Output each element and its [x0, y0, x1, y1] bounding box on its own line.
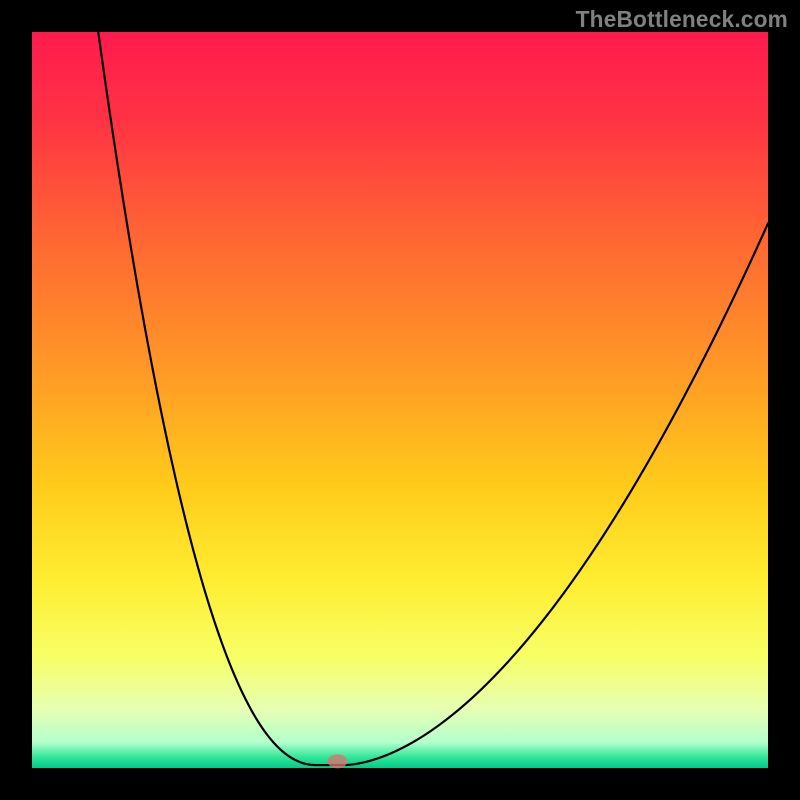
- plot-area: [32, 32, 768, 768]
- watermark-text: TheBottleneck.com: [576, 6, 788, 33]
- optimum-marker: [327, 754, 347, 768]
- chart-root: TheBottleneck.com: [0, 0, 800, 800]
- chart-svg: [0, 0, 800, 800]
